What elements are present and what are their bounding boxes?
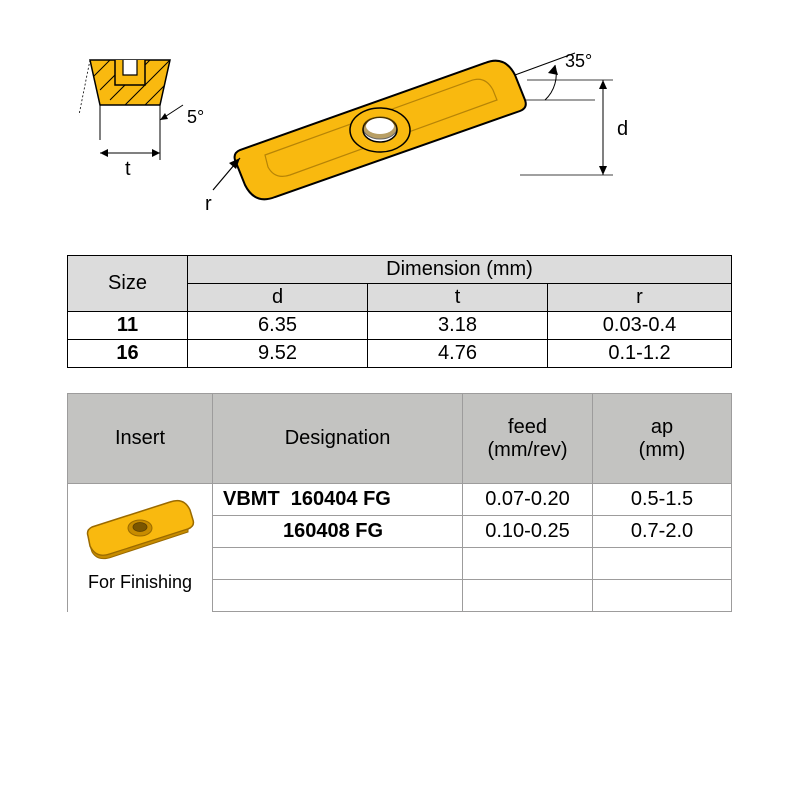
size-header: Size [68, 256, 188, 312]
angle-5-label: 5° [187, 107, 204, 127]
empty-cell [463, 580, 593, 612]
r-cell: 0.03-0.4 [548, 312, 732, 340]
designation-table: Insert Designation feed (mm/rev) ap (mm)… [67, 393, 732, 612]
empty-cell [463, 548, 593, 580]
col-r: r [548, 284, 732, 312]
d-label: d [617, 118, 628, 140]
dimension-table: Size Dimension (mm) d t r 11 6.35 3.18 0… [67, 255, 732, 368]
empty-cell [593, 580, 732, 612]
feed-header: feed (mm/rev) [463, 394, 593, 484]
empty-cell [593, 548, 732, 580]
designation-cell: VBMT 160404 FG [213, 484, 463, 516]
t-cell: 4.76 [368, 340, 548, 368]
insert-icon [80, 494, 200, 564]
diagram-area: 5° t r [65, 45, 735, 245]
size-cell: 16 [68, 340, 188, 368]
ap-cell: 0.5-1.5 [593, 484, 732, 516]
d-cell: 9.52 [188, 340, 368, 368]
r-cell: 0.1-1.2 [548, 340, 732, 368]
size-cell: 11 [68, 312, 188, 340]
col-t: t [368, 284, 548, 312]
r-label: r [205, 193, 212, 215]
technical-diagram: 5° t r [65, 45, 735, 245]
d-cell: 6.35 [188, 312, 368, 340]
angle-35-label: 35° [565, 51, 592, 71]
insert-header: Insert [68, 394, 213, 484]
insert-caption: For Finishing [74, 572, 206, 593]
feed-cell: 0.07-0.20 [463, 484, 593, 516]
designation-header: Designation [213, 394, 463, 484]
dimension-header: Dimension (mm) [188, 256, 732, 284]
t-cell: 3.18 [368, 312, 548, 340]
feed-cell: 0.10-0.25 [463, 516, 593, 548]
empty-cell [213, 548, 463, 580]
designation-prefix: VBMT [223, 488, 280, 510]
t-label: t [125, 158, 131, 180]
insert-cell: For Finishing [68, 484, 213, 612]
designation-code: 160408 FG [283, 520, 383, 542]
designation-code: 160404 FG [291, 488, 391, 510]
designation-cell: 160408 FG [213, 516, 463, 548]
col-d: d [188, 284, 368, 312]
ap-cell: 0.7-2.0 [593, 516, 732, 548]
empty-cell [213, 580, 463, 612]
ap-header: ap (mm) [593, 394, 732, 484]
